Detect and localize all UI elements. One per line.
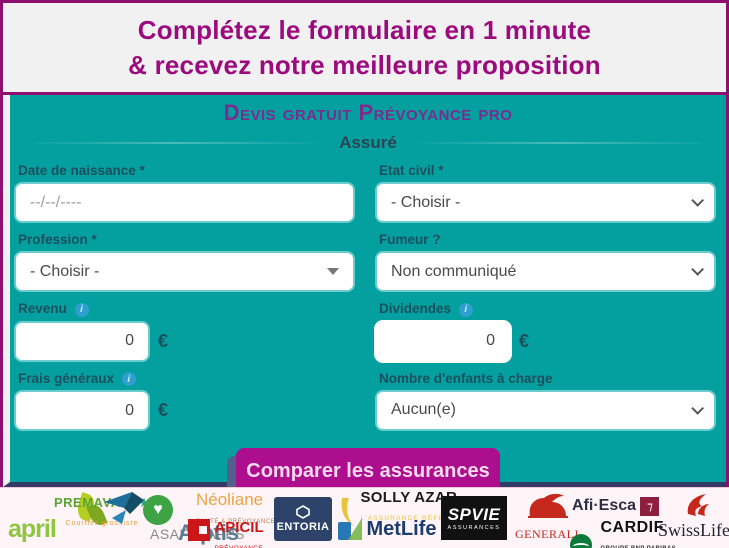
page-title-line2: & recevez notre meilleure proposition bbox=[128, 49, 601, 80]
generali-lion-icon bbox=[528, 493, 568, 518]
section-assure: Assuré bbox=[24, 133, 713, 153]
field-frais-generaux: Frais généraux i € bbox=[16, 367, 353, 429]
apicil-square-icon bbox=[188, 519, 210, 541]
field-enfants: Nombre d'enfants à charge Aucun(e) bbox=[377, 367, 714, 430]
info-icon[interactable]: i bbox=[458, 302, 473, 317]
euro-symbol: € bbox=[519, 330, 530, 351]
page-title: Complétez le formulaire en 1 minute & re… bbox=[128, 13, 601, 82]
dropdown-arrow-icon bbox=[327, 268, 339, 275]
info-icon[interactable]: i bbox=[121, 372, 136, 386]
entoria-hexagon-icon bbox=[296, 505, 310, 519]
revenu-input[interactable] bbox=[16, 322, 148, 360]
enfants-value: Aucun(e) bbox=[391, 401, 456, 418]
etat-civil-label: Etat civil * bbox=[379, 163, 444, 178]
enfants-label: Nombre d'enfants à charge bbox=[379, 370, 553, 386]
field-dividendes: Dividendes i € bbox=[377, 297, 714, 360]
heart-icon: ♥ bbox=[143, 495, 173, 525]
profession-select[interactable]: - Choisir - bbox=[16, 253, 353, 290]
form-title: Devis gratuit Prévoyance pro bbox=[223, 100, 513, 125]
solly-azar-icon bbox=[341, 498, 354, 526]
field-profession: Profession * - Choisir - bbox=[16, 228, 353, 290]
etat-civil-value: - Choisir - bbox=[391, 193, 461, 211]
frais-generaux-label: Frais généraux i bbox=[18, 371, 353, 386]
info-icon[interactable]: i bbox=[74, 302, 89, 317]
spvie-logo: SPVIE ASSURANCES bbox=[441, 496, 507, 540]
field-fumeur: Fumeur ? Non communiqué bbox=[377, 228, 714, 290]
section-label: Assuré bbox=[339, 133, 397, 152]
euro-symbol: € bbox=[158, 330, 169, 351]
field-revenu: Revenu i € bbox=[16, 297, 353, 360]
birthdate-label: Date de naissance * bbox=[18, 163, 145, 178]
dividendes-label: Dividendes i bbox=[379, 301, 714, 317]
swisslife-flame-icon bbox=[684, 492, 710, 523]
apicil-logo: APICIL PRÉVOYANCE bbox=[188, 519, 264, 548]
field-birthdate: Date de naissance * bbox=[16, 159, 353, 221]
dividendes-input[interactable] bbox=[377, 322, 509, 360]
generali-logo: GENERALI bbox=[515, 492, 579, 543]
revenu-label: Revenu i bbox=[18, 301, 353, 317]
metlife-icon bbox=[338, 518, 362, 540]
chevron-down-icon bbox=[691, 401, 704, 415]
section-divider-left bbox=[24, 142, 326, 144]
cardif-logo: CARDIF GROUPE BNP PARIBAS bbox=[570, 519, 676, 548]
field-etat-civil: Etat civil * - Choisir - bbox=[377, 159, 714, 221]
compare-button[interactable]: Comparer les assurances bbox=[236, 448, 500, 494]
fumeur-label: Fumeur ? bbox=[379, 232, 441, 247]
cardif-globe-icon bbox=[570, 534, 592, 548]
entoria-logo: ENTORIA bbox=[274, 497, 332, 541]
fumeur-select[interactable]: Non communiqué bbox=[377, 253, 714, 290]
metlife-logo: MetLife bbox=[338, 518, 436, 541]
frais-generaux-input[interactable] bbox=[16, 392, 148, 429]
afi-esca-square-icon: ⁊ bbox=[640, 497, 660, 516]
fumeur-value: Non communiqué bbox=[391, 262, 517, 280]
chevron-down-icon bbox=[691, 263, 704, 276]
enfants-select[interactable]: Aucun(e) bbox=[377, 391, 714, 429]
section-divider-right bbox=[410, 142, 713, 144]
profession-label: Profession * bbox=[18, 232, 97, 247]
partner-logos: april PREMAVALS★ Courtier grossiste ASAF… bbox=[0, 487, 729, 548]
alptis-bird-icon bbox=[104, 492, 144, 529]
april-logo: april bbox=[8, 515, 57, 543]
profession-value: - Choisir - bbox=[30, 262, 100, 280]
etat-civil-select[interactable]: - Choisir - bbox=[377, 184, 714, 221]
swisslife-logo: SwissLife bbox=[658, 520, 729, 540]
form-grid: Date de naissance * Etat civil * - Chois… bbox=[10, 155, 726, 436]
chevron-down-icon bbox=[691, 194, 704, 207]
quote-form-panel: Devis gratuit Prévoyance pro Assuré Date… bbox=[3, 95, 726, 494]
page-title-line1: Complétez le formulaire en 1 minute bbox=[137, 15, 592, 46]
birthdate-input[interactable] bbox=[16, 184, 353, 221]
solly-azar-logo: SOLLY AZAR L'ASSURANCE RÉFÉRENCE bbox=[338, 489, 473, 528]
afi-esca-logo: Afi·Esca ⁊ bbox=[572, 497, 660, 516]
neoliane-logo: Néoliane SANTÉ & PRÉVOYANCE bbox=[196, 490, 276, 525]
page-frame: Complétez le formulaire en 1 minute & re… bbox=[0, 0, 729, 494]
page-header: Complétez le formulaire en 1 minute & re… bbox=[3, 3, 726, 95]
euro-symbol: € bbox=[158, 400, 169, 420]
